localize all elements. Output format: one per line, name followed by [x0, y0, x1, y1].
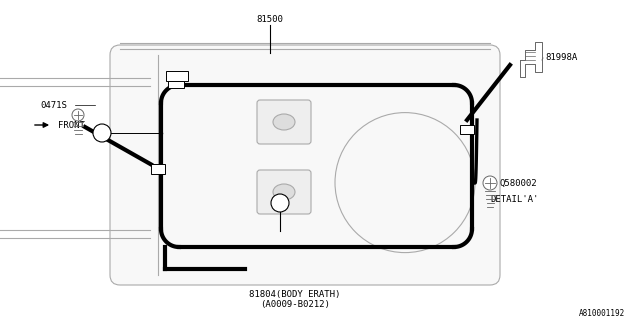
Text: 81804(BODY ERATH): 81804(BODY ERATH): [250, 291, 340, 300]
Bar: [460, 125, 474, 134]
Bar: [151, 164, 165, 174]
Text: 81998A: 81998A: [545, 53, 577, 62]
FancyBboxPatch shape: [110, 45, 500, 285]
Text: A: A: [277, 198, 283, 207]
FancyBboxPatch shape: [257, 100, 311, 144]
Text: Q580002: Q580002: [500, 179, 538, 188]
FancyBboxPatch shape: [257, 170, 311, 214]
Text: DETAIL'A': DETAIL'A': [490, 196, 538, 204]
Bar: [168, 81, 184, 88]
Circle shape: [72, 109, 84, 121]
Text: 81500: 81500: [257, 15, 284, 25]
Ellipse shape: [273, 114, 295, 130]
Text: A810001192: A810001192: [579, 308, 625, 317]
Bar: [166, 71, 188, 81]
Text: (A0009-B0212): (A0009-B0212): [260, 300, 330, 309]
Text: A: A: [99, 129, 104, 138]
Circle shape: [271, 194, 289, 212]
Ellipse shape: [273, 184, 295, 200]
Circle shape: [93, 124, 111, 142]
Text: 0471S: 0471S: [40, 100, 67, 109]
Text: FRONT: FRONT: [58, 121, 85, 130]
Circle shape: [483, 176, 497, 190]
